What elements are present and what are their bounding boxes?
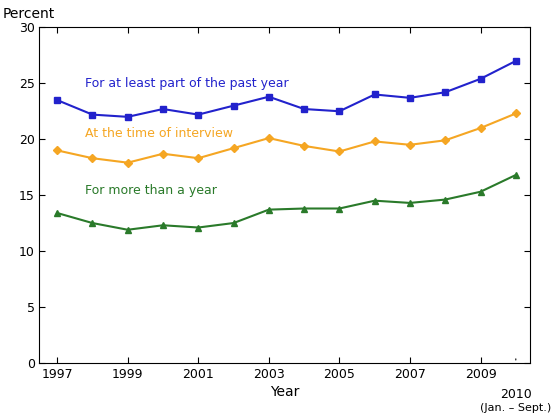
For at least part of the past year: [512, 58, 519, 63]
Text: For more than a year: For more than a year: [85, 184, 217, 197]
At the time of interview: [477, 126, 484, 131]
For at least part of the past year: [195, 112, 202, 117]
For at least part of the past year: [442, 90, 449, 95]
For more than a year: [265, 207, 272, 212]
At the time of interview: [89, 156, 96, 161]
At the time of interview: [407, 142, 413, 147]
For more than a year: [160, 223, 166, 228]
For more than a year: [124, 227, 131, 232]
For more than a year: [54, 210, 60, 215]
For more than a year: [477, 189, 484, 194]
At the time of interview: [54, 148, 60, 153]
At the time of interview: [442, 138, 449, 143]
Line: For at least part of the past year: For at least part of the past year: [54, 58, 519, 120]
Text: For at least part of the past year: For at least part of the past year: [85, 77, 289, 90]
For more than a year: [512, 173, 519, 178]
For at least part of the past year: [160, 107, 166, 112]
For more than a year: [407, 200, 413, 205]
For at least part of the past year: [301, 107, 307, 112]
Text: At the time of interview: At the time of interview: [85, 127, 234, 140]
At the time of interview: [265, 136, 272, 141]
For at least part of the past year: [477, 76, 484, 81]
Text: (Jan. – Sept.): (Jan. – Sept.): [480, 403, 552, 413]
For at least part of the past year: [265, 94, 272, 99]
For at least part of the past year: [407, 95, 413, 100]
For more than a year: [195, 225, 202, 230]
Text: Percent: Percent: [3, 7, 55, 21]
At the time of interview: [336, 149, 343, 154]
At the time of interview: [160, 151, 166, 156]
For at least part of the past year: [89, 112, 96, 117]
At the time of interview: [230, 146, 237, 151]
For at least part of the past year: [230, 103, 237, 108]
At the time of interview: [512, 111, 519, 116]
Line: At the time of interview: At the time of interview: [54, 110, 519, 166]
For at least part of the past year: [124, 114, 131, 119]
At the time of interview: [195, 156, 202, 161]
At the time of interview: [371, 139, 378, 144]
Line: For more than a year: For more than a year: [54, 171, 519, 233]
X-axis label: Year: Year: [270, 385, 300, 399]
At the time of interview: [124, 160, 131, 165]
For at least part of the past year: [54, 97, 60, 102]
For at least part of the past year: [371, 92, 378, 97]
For more than a year: [230, 220, 237, 226]
For more than a year: [89, 220, 96, 226]
For more than a year: [442, 197, 449, 202]
For more than a year: [371, 198, 378, 203]
Text: 2010: 2010: [500, 388, 531, 401]
At the time of interview: [301, 143, 307, 148]
For more than a year: [301, 206, 307, 211]
For at least part of the past year: [336, 109, 343, 114]
For more than a year: [336, 206, 343, 211]
